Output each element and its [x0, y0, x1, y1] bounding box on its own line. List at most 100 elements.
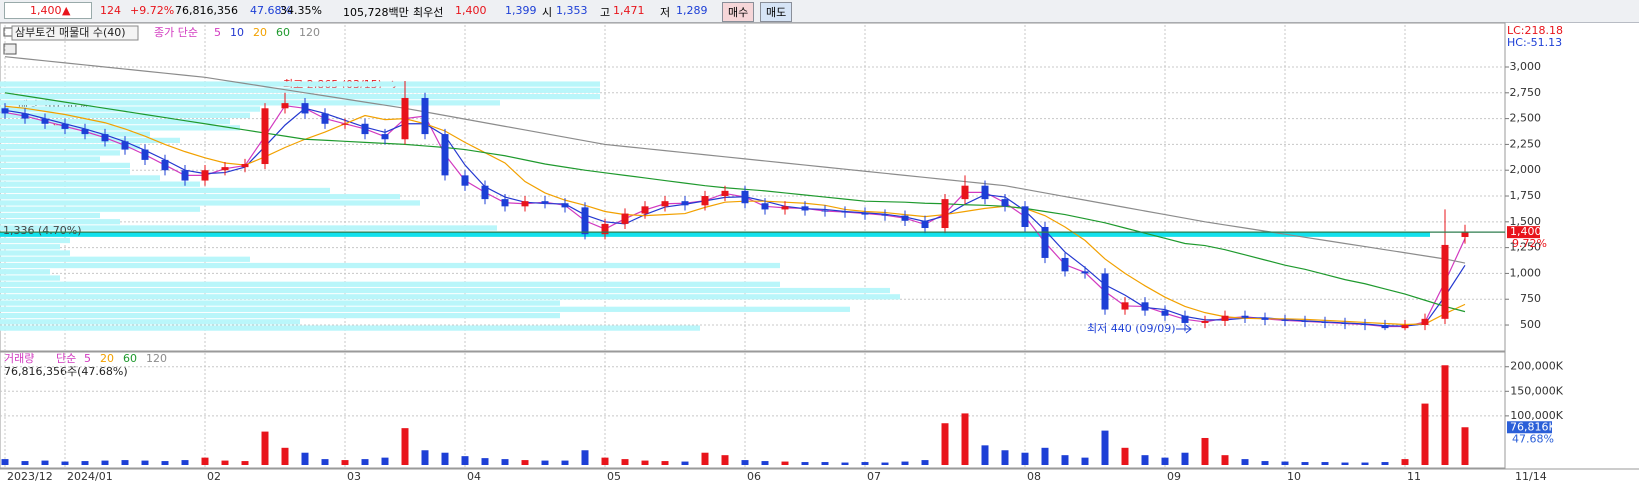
legend-entry: 5 — [84, 352, 91, 365]
volume-profile-bar — [0, 225, 497, 231]
amount: 105,728백만 — [343, 6, 409, 19]
title-box — [11, 25, 139, 41]
volume-bar — [1021, 452, 1029, 465]
volume-profile-bar — [0, 262, 780, 269]
sell-button[interactable]: 매도 — [760, 2, 793, 22]
volume-bar — [541, 460, 549, 465]
volume-bar — [181, 460, 189, 465]
candle-body — [1381, 325, 1389, 329]
volume-profile-bar — [0, 281, 780, 287]
best-ask: 1,400 — [455, 4, 487, 17]
candle-body — [601, 223, 609, 235]
candle-body — [1261, 317, 1269, 320]
volume-profile-bar — [0, 244, 60, 250]
volume-bar — [121, 460, 129, 465]
volume-title: 거래량 — [4, 352, 34, 365]
buy-button[interactable]: 매수 — [722, 2, 755, 22]
volume-bar — [441, 452, 449, 465]
candle-body — [461, 175, 469, 186]
candle-body — [381, 134, 389, 140]
volume-profile-bar — [0, 275, 60, 281]
volume-profile-bar — [0, 118, 230, 125]
volume-bar — [641, 460, 649, 465]
volume-bar — [1181, 452, 1189, 465]
candle-body — [1201, 320, 1209, 323]
volume-profile-bar — [0, 144, 140, 150]
volume-profile-bar — [0, 200, 420, 206]
open-label: 시 — [542, 6, 553, 19]
volume-bar — [501, 459, 509, 465]
hc: HC:-51.13 — [1507, 36, 1562, 49]
candle-body — [501, 199, 509, 207]
candle-body — [161, 159, 169, 171]
volume-bar — [401, 428, 409, 465]
volume-profile-bar — [0, 325, 700, 331]
volume-bar — [861, 462, 869, 465]
volume-bar — [221, 460, 229, 465]
volume-panel — [0, 351, 1506, 469]
candle-body — [301, 103, 309, 114]
volume-bar — [881, 462, 889, 465]
volume-profile-bar — [0, 219, 120, 225]
candle-body — [361, 123, 369, 135]
profile-annotation: 1,336 (4.70%) — [3, 224, 82, 237]
candle-body — [1181, 315, 1189, 323]
legend-entry: 20 — [100, 352, 114, 365]
candle-body — [401, 97, 409, 140]
volume-bar — [1081, 457, 1089, 465]
volume-bar — [421, 450, 429, 465]
candle-body — [141, 149, 149, 160]
candle-body — [981, 185, 989, 200]
candle-body — [761, 203, 769, 210]
header-bar: 1,400 ▲ 124 +9.72% 76,816,356 47.68% 34.… — [0, 0, 1639, 23]
volume-bar — [841, 462, 849, 465]
candle-body — [521, 201, 529, 207]
volume-bar — [201, 457, 209, 465]
volume-profile-bar — [0, 150, 120, 156]
candle-body — [341, 123, 349, 125]
volume: 76,816,356 — [175, 4, 238, 17]
volume-bar — [1381, 462, 1389, 465]
price-panel — [0, 22, 1506, 352]
volume-bar — [1241, 459, 1249, 465]
low-label: 저 — [660, 6, 671, 19]
candle-body — [641, 206, 649, 214]
volume-bar — [1261, 461, 1269, 465]
candle-body — [1021, 206, 1029, 227]
legend-entry: 5 — [214, 26, 221, 39]
volume-bar — [161, 461, 169, 465]
candle-body — [481, 185, 489, 200]
price-box — [4, 2, 92, 19]
candle-body — [861, 212, 869, 215]
volume-profile-bar — [0, 156, 100, 162]
candle-body — [561, 203, 569, 208]
high-label: 고 — [600, 6, 611, 19]
volume-bar — [141, 460, 149, 465]
candle-body — [1461, 232, 1469, 237]
candle-body — [241, 164, 249, 168]
candle-body — [1081, 271, 1089, 274]
volume-bar — [381, 457, 389, 465]
rate2: 34.35% — [280, 4, 322, 17]
volume-bar — [1101, 430, 1109, 465]
icon — [3, 43, 17, 55]
candle-body — [1341, 322, 1349, 324]
volume-bar — [821, 462, 829, 465]
volume-bar — [21, 461, 29, 465]
candle-body — [821, 210, 829, 212]
ma-legend-label: 종가 단순 — [154, 26, 198, 39]
best-label: 최우선 — [413, 6, 444, 19]
change-tag-label: 9.72% — [1512, 237, 1547, 250]
volume-bar — [361, 459, 369, 465]
volume-profile-bar — [0, 250, 70, 256]
volume-profile-bar — [0, 206, 200, 212]
volume-bar — [261, 431, 269, 465]
volume-bar — [661, 461, 669, 465]
volume-profile-bar — [0, 312, 560, 319]
volume-bar — [1001, 450, 1009, 465]
volume-bar — [1361, 462, 1369, 465]
price-tag-label: 1,400 — [1510, 225, 1542, 238]
volume-profile-bar — [0, 175, 160, 181]
y-tick-label: 2,250 — [1510, 137, 1542, 150]
